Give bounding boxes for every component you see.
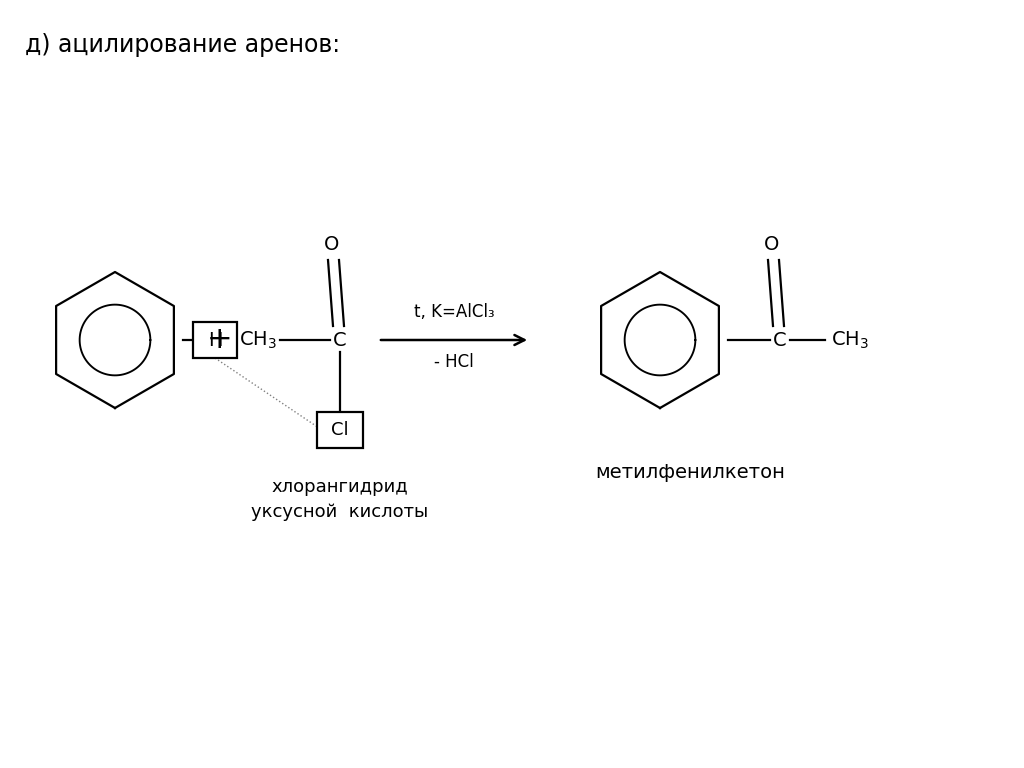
Text: CH$_3$: CH$_3$ — [239, 329, 278, 351]
Text: H: H — [208, 330, 222, 349]
Text: метилфенилкетон: метилфенилкетон — [595, 463, 785, 482]
FancyBboxPatch shape — [193, 322, 237, 358]
Text: C: C — [773, 330, 786, 349]
Text: O: O — [325, 234, 340, 253]
Text: t, K=AlCl₃: t, K=AlCl₃ — [414, 303, 495, 321]
Text: +: + — [207, 326, 232, 355]
Text: C: C — [333, 330, 347, 349]
Text: O: O — [764, 234, 779, 253]
FancyBboxPatch shape — [317, 412, 362, 448]
Text: - HCl: - HCl — [434, 353, 474, 371]
Text: Cl: Cl — [331, 421, 349, 439]
Text: д) ацилирование аренов:: д) ацилирование аренов: — [25, 33, 340, 57]
Text: CH$_3$: CH$_3$ — [831, 329, 869, 351]
Text: хлорангидрид
уксусной  кислоты: хлорангидрид уксусной кислоты — [251, 478, 429, 521]
